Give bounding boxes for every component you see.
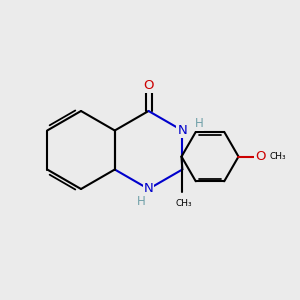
Text: CH₃: CH₃ (270, 152, 286, 161)
Text: H: H (194, 117, 203, 130)
Text: N: N (144, 182, 153, 196)
Text: O: O (143, 79, 154, 92)
Text: H: H (137, 195, 146, 208)
Text: CH₃: CH₃ (176, 199, 192, 208)
Text: O: O (255, 150, 266, 163)
Text: N: N (177, 124, 187, 137)
